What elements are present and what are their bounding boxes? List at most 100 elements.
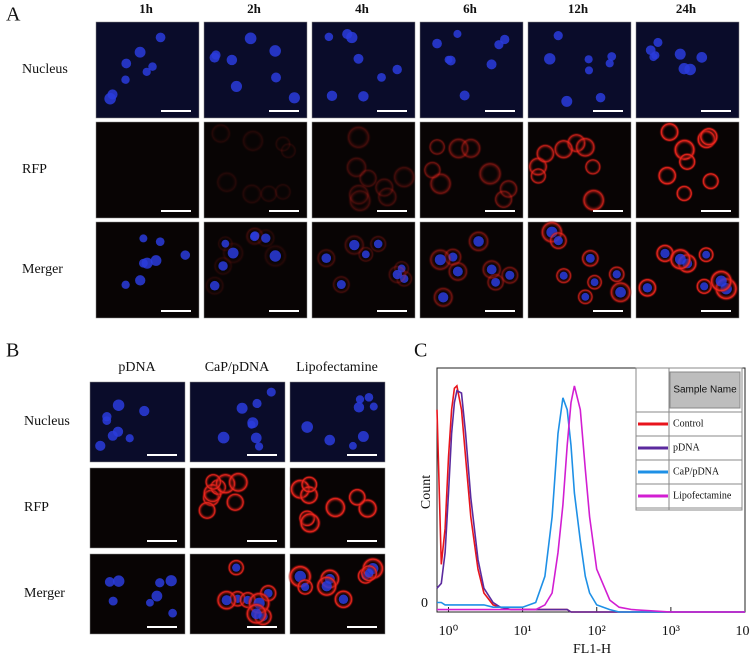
rfp-signal (428, 137, 447, 156)
nucleus (252, 398, 262, 409)
rfp-signal (215, 170, 239, 194)
rfp-signal (373, 177, 395, 199)
rfp-signal (477, 161, 503, 187)
rfp-signal (637, 277, 658, 299)
row-label: Nucleus (22, 62, 68, 77)
column-header: CaP/pDNA (205, 360, 270, 375)
rfp-signal (298, 511, 322, 535)
panel-label: B (6, 340, 19, 362)
micrograph (95, 221, 200, 319)
nucleus (696, 52, 708, 63)
nucleus (134, 46, 146, 58)
rfp-signal (227, 471, 250, 494)
rfp-signal (697, 246, 715, 264)
rfp-signal (698, 126, 719, 147)
nucleus (112, 426, 124, 437)
nucleus (459, 90, 470, 101)
rfp-signal (333, 589, 354, 610)
nucleus (142, 67, 151, 76)
legend-label: Lipofectamine (673, 490, 732, 501)
nucleus (392, 64, 402, 75)
nucleus (271, 72, 282, 83)
nucleus (113, 575, 125, 587)
nucleus (326, 90, 338, 102)
rfp-signal (392, 165, 417, 189)
x-tick-label: 10¹ (514, 624, 532, 639)
nucleus (486, 59, 497, 70)
micrographs (89, 21, 740, 635)
rfp-signal (695, 277, 713, 296)
nucleus (102, 416, 112, 425)
rfp-signal (204, 472, 223, 491)
y-tick-label: 0 (421, 596, 428, 611)
rfp-signal (668, 247, 693, 271)
rfp-signal (241, 183, 263, 205)
nucleus (139, 234, 148, 243)
rfp-signal (273, 182, 292, 201)
rfp-signal (315, 247, 337, 269)
nucleus (121, 280, 130, 289)
nucleus (250, 432, 262, 444)
column-header: 1h (139, 1, 154, 16)
nucleus (584, 66, 593, 75)
row-label: Nucleus (24, 414, 70, 429)
micrograph (95, 121, 200, 219)
nucleus (605, 59, 614, 68)
nucleus (444, 55, 453, 64)
legend-label: CaP/pDNA (673, 466, 720, 477)
rfp-signal (548, 230, 569, 251)
rfp-signal (324, 496, 347, 519)
nucleus (324, 32, 334, 42)
nucleus (244, 32, 257, 45)
nucleus (607, 52, 617, 61)
nucleus (151, 590, 163, 602)
nucleus (678, 63, 690, 75)
nucleus (112, 399, 125, 411)
rfp-signal (343, 233, 366, 257)
nucleus (180, 250, 191, 260)
nucleus (148, 62, 157, 71)
legend-title: Sample Name (673, 385, 737, 396)
nucleus (168, 608, 177, 618)
nucleus (121, 58, 132, 69)
nucleus (369, 402, 378, 411)
nucleus (674, 48, 686, 60)
nucleus (342, 29, 353, 40)
rfp-signal (225, 492, 246, 513)
rfp-signal (212, 255, 234, 277)
rfp-signal (553, 138, 575, 160)
rfp-signal (481, 258, 503, 281)
rfp-signal (296, 578, 315, 596)
rfp-signal (227, 558, 246, 577)
rfp-signal (347, 487, 367, 507)
rfp-signal (447, 260, 469, 283)
nucleus (553, 31, 563, 41)
nucleus (247, 420, 256, 429)
nucleus (353, 402, 365, 413)
nucleus (104, 577, 115, 587)
nucleus (236, 402, 248, 414)
panel-label: A (6, 4, 21, 26)
nucleus (500, 34, 510, 45)
rfp-signal (498, 178, 519, 200)
rfp-signal (675, 184, 694, 203)
micrograph (89, 467, 186, 549)
nucleus (358, 91, 369, 102)
rfp-signal (255, 228, 276, 249)
nucleus (217, 431, 230, 444)
rfp-signal (358, 168, 379, 189)
column-header: 24h (676, 1, 697, 16)
x-tick-label: 10² (588, 624, 606, 639)
rfp-signal (274, 135, 292, 153)
nucleus (595, 92, 606, 103)
x-axis-label: FL1-H (573, 642, 611, 657)
nucleus (584, 55, 593, 64)
nucleus (377, 72, 386, 82)
row-label: Merger (24, 586, 65, 601)
micrograph (89, 553, 186, 635)
nucleus (349, 441, 357, 450)
nucleus (165, 575, 177, 587)
rfp-signal (387, 264, 408, 285)
nucleus (432, 38, 442, 49)
nucleus (544, 53, 556, 65)
